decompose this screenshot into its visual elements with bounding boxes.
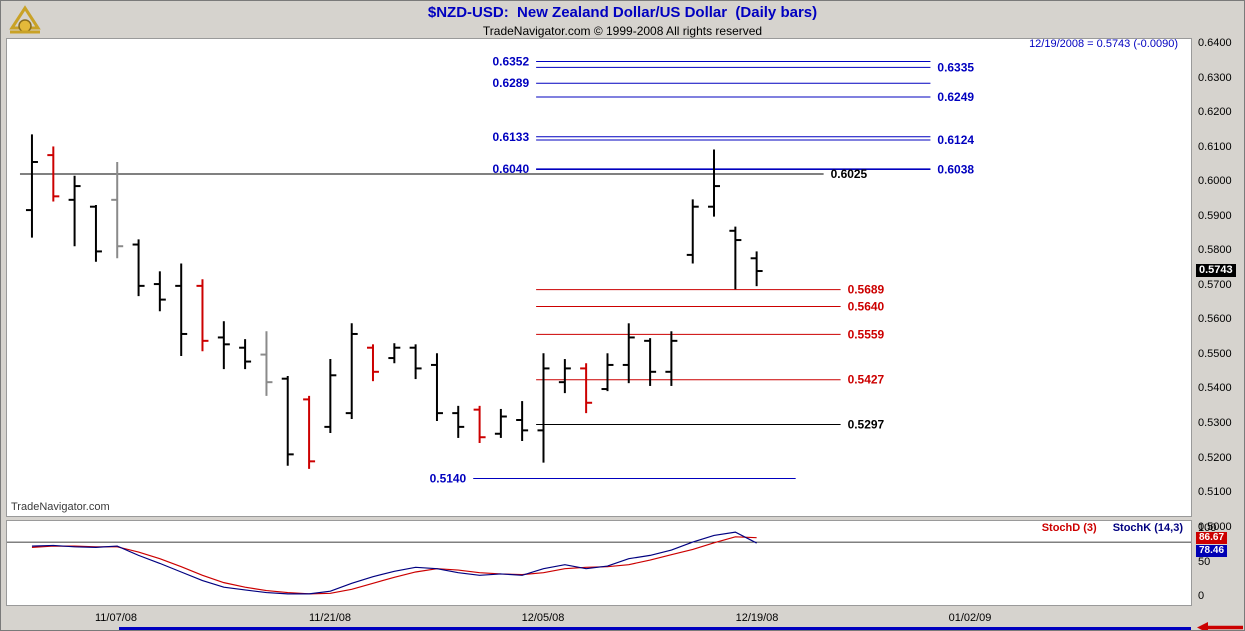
level-label-0.6249: 0.6249 [937, 90, 974, 104]
price-axis-label: 0.5100 [1198, 486, 1232, 498]
ohlc-bar-12/16/08 [686, 199, 699, 264]
stoch-axis-label: 50 [1198, 556, 1211, 568]
price-axis-label: 0.5300 [1198, 417, 1232, 429]
level-label-0.5689: 0.5689 [848, 283, 885, 297]
stochastic-axis: 86.67 78.46 100 50 0 [1195, 520, 1244, 612]
ohlc-bar-12/08/08 [558, 359, 571, 394]
date-axis-label: 01/02/09 [948, 612, 992, 624]
stochk-current-value-badge: 78.46 [1196, 545, 1228, 557]
ohlc-bar-11/24/08 [345, 323, 358, 420]
tradenavigator-logo [7, 4, 43, 36]
ohlc-bar-11/25/08 [366, 344, 379, 382]
date-axis-label: 12/05/08 [521, 612, 565, 624]
ohlc-bar-11/26/08 [388, 343, 401, 364]
ohlc-bar-11/20/08 [303, 395, 316, 469]
watermark: TradeNavigator.com [11, 501, 110, 513]
level-label-0.6038: 0.6038 [937, 163, 974, 177]
stochastic-panel: StochD (3) StochK (14,3) [6, 520, 1192, 606]
price-chart-canvas[interactable]: 0.6352 0.6335 0.6289 0.6249 0.6133 0.6124 0.60… [7, 39, 1191, 516]
level-label-0.6124: 0.6124 [937, 133, 974, 147]
level-label-0.6352: 0.6352 [493, 55, 530, 69]
ohlc-bar-12/05/08 [537, 353, 550, 463]
ohlc-bar-11/13/08 [196, 279, 209, 352]
ohlc-bar-11/07/08 [111, 161, 124, 259]
price-axis-label: 0.6200 [1198, 106, 1232, 118]
date-axis-label: 11/21/08 [308, 612, 351, 624]
scrollbar-thumb[interactable] [119, 627, 1191, 630]
price-axis-label: 0.5900 [1198, 210, 1232, 222]
level-label-0.6040: 0.6040 [493, 162, 530, 176]
level-label-0.6133: 0.6133 [493, 130, 530, 144]
stochk-line [31, 531, 757, 595]
stochk-legend-label[interactable]: StochK (14,3) [1112, 522, 1183, 534]
stochastic-legend: StochD (3) StochK (14,3) [1042, 522, 1183, 534]
ohlc-bar-11/27/08 [409, 344, 422, 380]
ohlc-bar-11/06/08 [89, 205, 102, 262]
level-label-0.5140: 0.5140 [430, 471, 467, 485]
ohlc-bar-11/05/08 [68, 175, 81, 247]
stochastic-canvas[interactable] [7, 521, 1191, 605]
price-chart-panel: 0.6352 0.6335 0.6289 0.6249 0.6133 0.6124 0.60… [6, 38, 1192, 517]
copyright-text: TradeNavigator.com © 1999-2008 All right… [482, 24, 763, 38]
date-axis: 11/07/08 11/21/08 12/05/08 12/19/08 01/02/09 [6, 612, 1192, 628]
gold-navigator-emblem-icon [9, 5, 41, 34]
ohlc-bar-12/02/08 [473, 405, 486, 444]
date-axis-label: 12/19/08 [735, 612, 779, 624]
ohlc-bar-11/28/08 [430, 353, 443, 421]
horizontal-scrollbar[interactable] [1, 622, 1244, 631]
ohlc-bar-11/12/08 [175, 263, 188, 356]
price-axis-label: 0.6100 [1198, 141, 1232, 153]
price-axis-label: 0.5200 [1198, 452, 1232, 464]
date-axis-label: 11/07/08 [94, 612, 137, 624]
ohlc-bar-11/21/08 [324, 359, 337, 434]
price-axis-label: 0.6400 [1198, 37, 1232, 49]
stochd-line [31, 536, 757, 595]
level-label-0.6335: 0.6335 [937, 60, 974, 74]
level-label-0.5427: 0.5427 [848, 373, 885, 387]
ohlc-bar-12/09/08 [580, 363, 593, 414]
ohlc-bar-11/17/08 [239, 339, 252, 370]
ohlc-bar-12/10/08 [601, 353, 614, 392]
price-axis-label: 0.5800 [1198, 244, 1232, 256]
level-label-0.5297: 0.5297 [848, 417, 885, 431]
chart-title: $NZD-USD: New Zealand Dollar/US Dollar (… [427, 4, 818, 21]
ohlc-bar-12/11/08 [622, 323, 635, 384]
level-label-0.5640: 0.5640 [848, 299, 885, 313]
price-axis-label: 0.5600 [1198, 313, 1232, 325]
ohlc-bar-12/17/08 [708, 149, 720, 217]
stochd-legend-label[interactable]: StochD (3) [1041, 522, 1097, 534]
ohlc-bar-11/03/08 [25, 134, 38, 238]
current-price-badge: 0.5743 [1196, 264, 1236, 277]
price-axis-label: 0.5400 [1198, 382, 1232, 394]
ohlc-bar-11/04/08 [47, 146, 60, 202]
price-axis-label: 0.6000 [1198, 175, 1232, 187]
ohlc-bar-12/12/08 [644, 338, 657, 386]
price-axis-label: 0.5500 [1198, 348, 1232, 360]
stochd-current-value-badge: 86.67 [1196, 532, 1228, 544]
level-label-0.5559: 0.5559 [848, 327, 885, 341]
ohlc-bar-11/10/08 [132, 239, 145, 297]
stoch-axis-label: 100 [1198, 522, 1217, 534]
price-axis-label: 0.6300 [1198, 72, 1232, 84]
last-quote-readout: 12/19/2008 = 0.5743 (-0.0090) [1029, 38, 1178, 50]
stoch-axis-label: 0 [1198, 590, 1205, 602]
ohlc-bar-12/01/08 [452, 405, 465, 438]
level-label-0.6289: 0.6289 [493, 76, 530, 90]
ohlc-bar-12/04/08 [516, 401, 529, 442]
ohlc-bar-12/03/08 [494, 408, 507, 438]
price-axis-label: 0.5700 [1198, 279, 1232, 291]
ohlc-bar-12/18/08 [729, 226, 742, 290]
ohlc-bar-11/14/08 [217, 321, 230, 370]
price-axis: 0.6400 0.6300 0.6200 0.6100 0.6000 0.5900 0.58… [1195, 37, 1244, 538]
ohlc-bar-11/19/08 [281, 375, 294, 466]
ohlc-bar-11/18/08 [260, 331, 273, 396]
ohlc-bar-11/11/08 [153, 271, 166, 312]
ohlc-bar-12/19/08 [750, 251, 763, 287]
ohlc-bar-12/15/08 [665, 331, 678, 386]
price-axis-label: 0.5000 [1198, 521, 1232, 533]
level-label-0.6025: 0.6025 [831, 167, 868, 181]
scroll-left-arrow-icon[interactable] [1197, 622, 1243, 631]
